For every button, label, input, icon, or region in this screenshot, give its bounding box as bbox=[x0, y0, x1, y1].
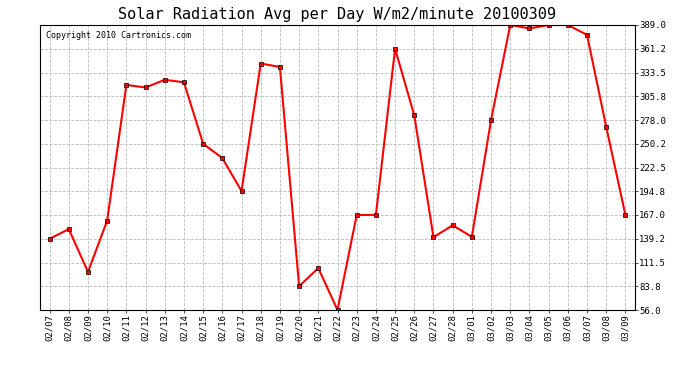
Text: Copyright 2010 Cartronics.com: Copyright 2010 Cartronics.com bbox=[46, 31, 191, 40]
Title: Solar Radiation Avg per Day W/m2/minute 20100309: Solar Radiation Avg per Day W/m2/minute … bbox=[119, 8, 557, 22]
